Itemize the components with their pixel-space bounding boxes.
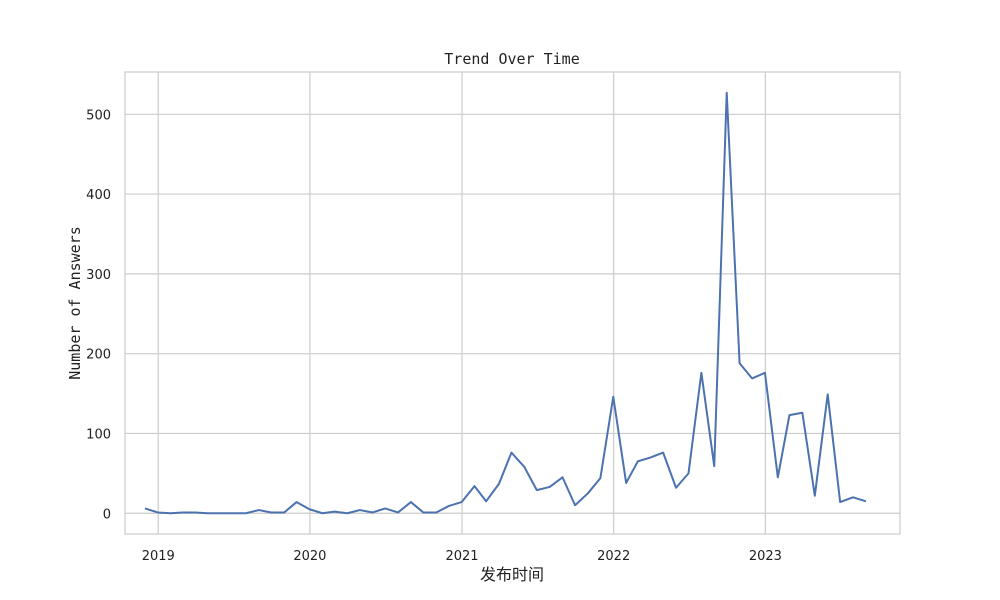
x-tick-label: 2021 (445, 549, 478, 564)
x-tick-label: 2020 (293, 549, 326, 564)
y-tick-label: 400 (86, 188, 111, 203)
series-layer (144, 91, 867, 515)
y-tick-label: 0 (103, 507, 111, 522)
y-tick-label: 200 (86, 348, 111, 363)
series-line (144, 91, 867, 515)
chart-title: Trend Over Time (444, 50, 579, 68)
y-tick-label: 500 (86, 108, 111, 123)
y-tick-label: 300 (86, 268, 111, 283)
plot-frame (124, 71, 901, 535)
x-tick-label: 2019 (142, 549, 175, 564)
x-tick-label: 2022 (597, 549, 630, 564)
grid-lines (125, 72, 900, 534)
y-tick-label: 100 (86, 427, 111, 442)
x-axis-title: 发布时间 (480, 565, 544, 584)
tick-labels: 0 100 200 300 400 500 2019 2020 2021 2022 2023 (86, 108, 782, 564)
x-tick-label: 2023 (749, 549, 782, 564)
y-axis-title: Number of Answers (66, 226, 84, 380)
